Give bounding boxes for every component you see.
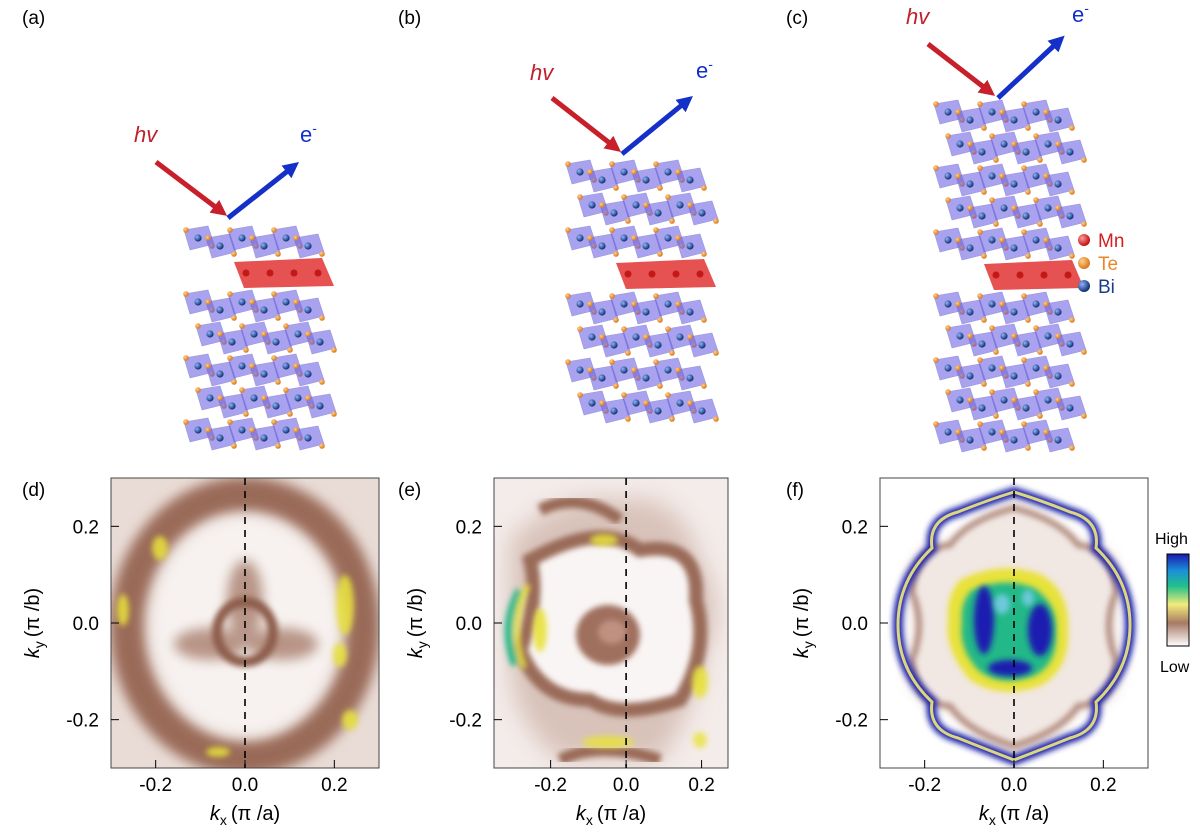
- photon-arrow: [550, 96, 622, 152]
- x-axis-title: kx (π /a): [210, 803, 280, 828]
- octahedra-layer: [933, 163, 1075, 197]
- atom-legend: Mn Te Bi: [1078, 231, 1124, 298]
- electron-arrow: [226, 162, 300, 220]
- x-tick-label: 0.0: [1001, 775, 1027, 796]
- octahedra-layer: [945, 195, 1087, 229]
- octahedra-layer: [577, 390, 719, 424]
- hv-label: hv: [134, 122, 159, 147]
- octahedra-layer: [945, 323, 1087, 357]
- panel-label-b: (b): [398, 8, 421, 29]
- te-atom-icon: [1078, 257, 1090, 269]
- octahedra-layer: [565, 291, 707, 325]
- hv-label: hv: [530, 60, 555, 85]
- crystal-structure-a: [183, 225, 337, 451]
- panel-label-c: (c): [786, 8, 808, 29]
- octahedra-layer: [577, 324, 719, 358]
- y-tick-label: -0.2: [835, 711, 868, 732]
- x-tick-label: 0.0: [232, 775, 258, 796]
- legend-label-te: Te: [1098, 254, 1118, 275]
- photon-arrow: [154, 160, 228, 216]
- x-axis-title: kx (π /a): [576, 803, 646, 828]
- axes-layer: -0.2 0.0 0.20.20.0-0.2kx (π /a)ky(π /b)-0.2…: [22, 478, 1117, 828]
- x-tick-label: 0.2: [688, 775, 714, 796]
- octahedra-layer: [945, 387, 1087, 421]
- x-tick-label: 0.2: [321, 775, 347, 796]
- y-tick-label: 0.2: [456, 517, 482, 538]
- octahedra-layer: [577, 192, 719, 226]
- y-axis-title: ky(π /b): [791, 588, 816, 658]
- geometry-arrows-a: hv e-: [134, 120, 317, 220]
- colorbar-low-label: Low: [1160, 659, 1190, 676]
- octahedra-layer: [933, 99, 1075, 133]
- geometry-arrows-c: hv e-: [906, 0, 1089, 100]
- octahedra-layer: [183, 225, 325, 259]
- axes-panel-e: -0.2 0.0 0.2 0.2 0.0 -0.2 kx (π /a) ky(π /b): [405, 478, 715, 828]
- x-tick-label: 0.2: [1090, 775, 1116, 796]
- fermi-surface-map-e: [493, 477, 729, 769]
- y-axis-title: ky(π /b): [405, 588, 430, 658]
- photon-arrow: [926, 42, 996, 96]
- crystal-structure-c: [933, 99, 1087, 453]
- electron-arrow: [620, 95, 693, 156]
- x-tick-label: 0.0: [613, 775, 639, 796]
- panel-label-d: (d): [22, 480, 45, 501]
- octahedra-layer: [183, 417, 325, 451]
- y-tick-label: 0.2: [73, 517, 99, 538]
- legend-label-mn: Mn: [1098, 231, 1124, 252]
- electron-label: e-: [300, 120, 317, 147]
- colorbar: High Low: [1155, 531, 1190, 676]
- octahedra-layer: [565, 225, 707, 259]
- octahedra-layer: [565, 159, 707, 193]
- y-axis-title: ky(π /b): [22, 588, 47, 658]
- hv-label: hv: [906, 4, 931, 29]
- axes-panel-d: -0.2 0.0 0.2 0.2 0.0 -0.2 kx (π /a) ky(π /b): [22, 478, 348, 828]
- electron-label: e-: [1072, 0, 1089, 27]
- x-tick-label: -0.2: [139, 775, 172, 796]
- octahedra-layer: [933, 291, 1075, 325]
- octahedra-layer: [933, 227, 1075, 261]
- y-tick-label: 0.0: [842, 614, 868, 635]
- panel-label-f: (f): [786, 480, 804, 501]
- mn-layer: [984, 260, 1084, 290]
- y-tick-label: 0.0: [73, 614, 99, 635]
- crystal-structure-b: [565, 159, 719, 424]
- y-tick-label: -0.2: [449, 711, 482, 732]
- electron-label: e-: [696, 56, 713, 83]
- panel-label-a: (a): [22, 8, 45, 29]
- panel-label-e: (e): [398, 480, 421, 501]
- octahedra-layer: [565, 357, 707, 391]
- y-tick-label: 0.0: [456, 614, 482, 635]
- octahedra-layer: [183, 289, 325, 323]
- colorbar-gradient: [1166, 553, 1190, 647]
- octahedra-layer: [933, 355, 1075, 389]
- x-axis-title: kx (π /a): [979, 803, 1049, 828]
- x-tick-label: -0.2: [908, 775, 941, 796]
- axes-panel-f: -0.2 0.0 0.2 0.2 0.0 -0.2 kx (π /a) ky(π /b): [791, 478, 1117, 828]
- bi-atom-icon: [1078, 280, 1090, 292]
- colorbar-high-label: High: [1155, 531, 1188, 548]
- electron-arrow: [996, 35, 1065, 100]
- mn-layer: [616, 259, 716, 289]
- y-tick-label: -0.2: [66, 711, 99, 732]
- mn-atom-icon: [1078, 234, 1090, 246]
- geometry-arrows-b: hv e-: [530, 56, 713, 156]
- octahedra-layer: [195, 321, 337, 355]
- octahedra-layer: [945, 131, 1087, 165]
- mn-layer: [234, 258, 334, 288]
- y-tick-label: 0.2: [842, 517, 868, 538]
- legend-label-bi: Bi: [1098, 277, 1115, 298]
- octahedra-layer: [933, 419, 1075, 453]
- octahedra-layer: [183, 353, 325, 387]
- octahedra-layer: [195, 385, 337, 419]
- x-tick-label: -0.2: [534, 775, 567, 796]
